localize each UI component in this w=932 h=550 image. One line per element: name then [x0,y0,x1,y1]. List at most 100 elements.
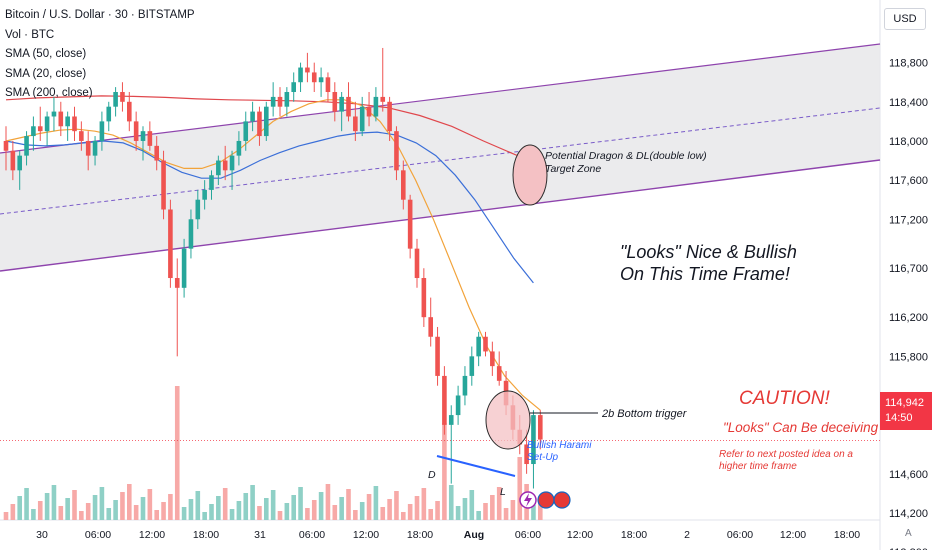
candle-body [291,82,296,93]
candle-body [311,72,317,83]
volume-bar [99,487,105,520]
candle-body [72,116,77,132]
looks-nice-label: "Looks" Nice & Bullish [620,242,797,262]
time-tick-label: 12:00 [780,529,806,541]
bar-countdown: 14:50 [885,412,913,424]
candle-body [127,101,132,122]
candle-body [243,121,249,141]
volume-bar [31,509,36,520]
candle-body [462,375,468,396]
candle-body [332,92,338,112]
volume-bar [270,490,276,520]
candle-body [401,170,406,200]
volume-bar [462,498,468,520]
legend-volume[interactable]: Vol · BTC [5,28,55,41]
channel-median-line [0,107,881,215]
price-tick-label: 116,700 [889,263,928,275]
volume-bar [407,504,413,520]
volume-bar [79,511,84,520]
candle-body [531,415,536,465]
candle-body [120,92,125,102]
volume-bar [257,506,262,520]
time-tick-label: 30 [36,529,48,541]
volume-bar [476,511,481,520]
candle-body [195,199,201,220]
refer-label: Refer to next posted idea on a [719,449,853,460]
candle-body [188,219,194,249]
candle-body [236,140,242,156]
volume-bar [483,503,488,520]
volume-bar [161,502,166,520]
candle-body [359,106,365,132]
candle-body [85,140,91,156]
candle-body [147,131,153,146]
volume-bar [401,512,406,520]
candle-body [373,96,379,117]
volume-bar [188,499,194,520]
volume-bar [10,504,16,520]
volume-bar [140,497,146,520]
candle-body [325,77,331,93]
price-tick-label: 118,400 [889,97,928,109]
lightning-glyph-icon [524,493,532,507]
candle-body [229,155,235,171]
candle-body [133,121,139,141]
auto-scale-button[interactable]: A [905,528,912,539]
price-tick-label: 118,000 [889,136,928,148]
volume-bar [428,509,433,520]
volume-bar [373,486,379,520]
candle-body [31,126,36,137]
volume-bar [442,423,447,520]
candle-body [216,160,221,176]
candle-body [270,96,276,107]
volume-bar [58,506,64,520]
candle-body [318,77,324,83]
us-flag-event-icon [537,491,555,509]
candle-body [264,106,269,137]
candle-body [380,96,386,102]
time-tick-label: 18:00 [621,529,647,541]
candle-body [79,131,84,141]
candle-body [154,145,159,161]
volume-bar [531,505,536,520]
currency-button[interactable]: USD [884,8,926,30]
price-tick-label: 117,600 [889,175,928,187]
volume-bar [305,508,310,520]
candle-body [448,415,454,425]
candle-body [305,67,310,73]
symbol-title[interactable]: Bitcoin / U.S. Dollar · 30 · BITSTAMP [5,9,195,21]
volume-bar [24,488,29,520]
legend-sma200[interactable]: SMA (200, close) [5,87,93,99]
target-zone-label-line2: Target Zone [545,163,601,175]
candle-body [455,395,461,416]
volume-bar [147,489,153,520]
volume-bar [284,503,290,520]
volume-bar [92,495,98,520]
volume-bar [469,490,475,520]
candle-body [10,150,16,171]
caution-label: CAUTION! [739,388,831,409]
harami-label: Bullish Harami [527,440,592,451]
deceiving-label: "Looks" Can Be deceiving [723,420,879,435]
legend-sma50[interactable]: SMA (50, close) [5,48,87,60]
sma200-line [5,95,548,167]
candle-body [277,96,283,107]
chart-legend: Bitcoin / U.S. Dollar · 30 · BITSTAMP Vo… [5,6,195,104]
legend-sma20[interactable]: SMA (20, close) [5,67,87,80]
time-tick-label: 18:00 [407,529,433,541]
candle-body [181,248,187,288]
volume-bar [209,504,214,520]
time-tick-label: 2 [684,529,690,541]
price-tick-label: 114,200 [889,508,928,520]
price-tick-label: 113,800 [889,547,928,550]
candle-body [476,336,481,357]
volume-bar [366,494,372,520]
candle-body [168,209,173,279]
candle-body [442,375,447,425]
candle-body [538,415,543,440]
candle-body [284,92,290,107]
volume-bar [311,500,317,520]
volume-bar [243,493,249,520]
volume-bar [17,496,22,520]
